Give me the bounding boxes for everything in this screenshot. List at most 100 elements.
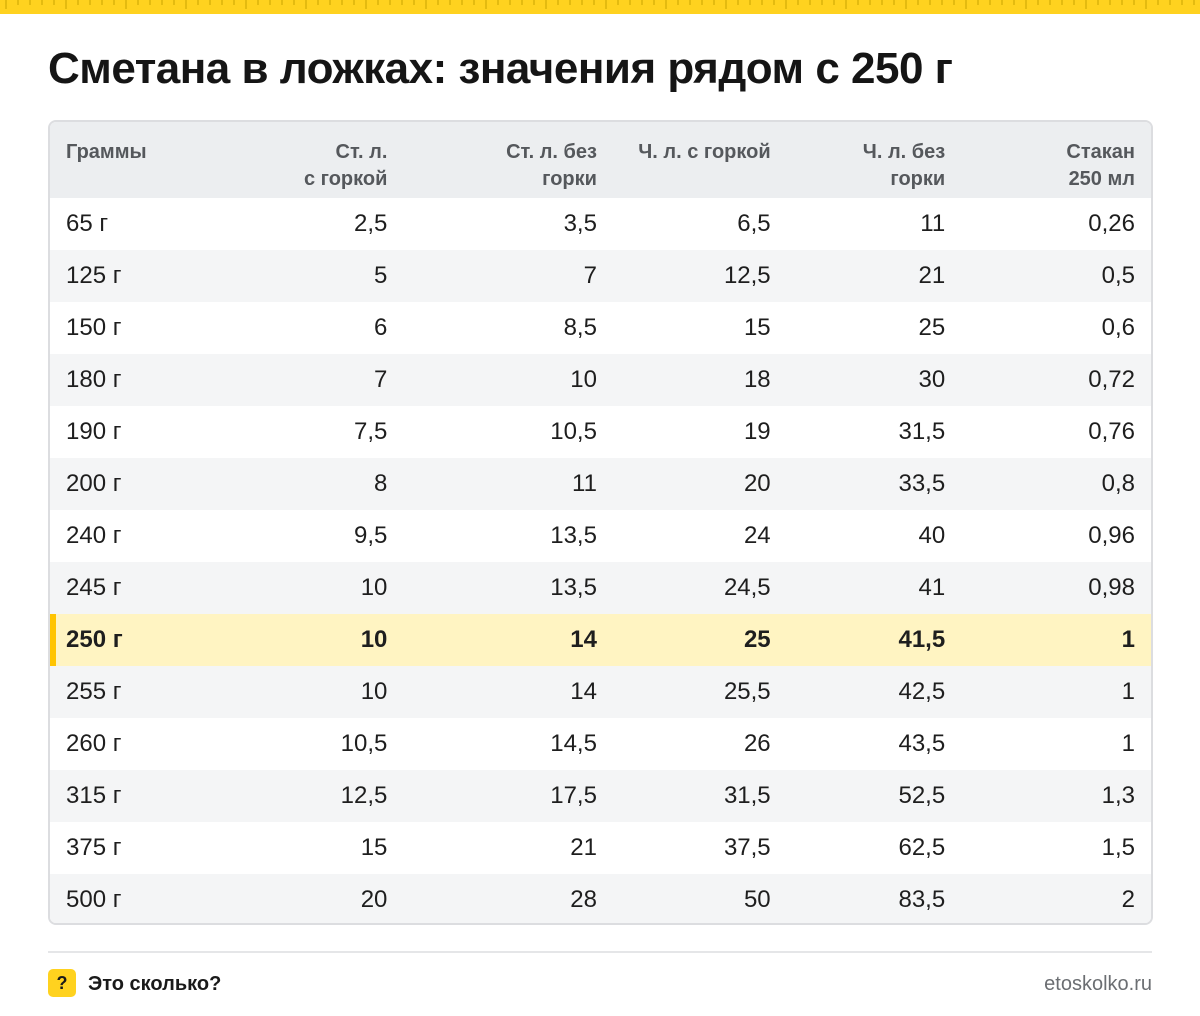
footer-divider	[48, 951, 1152, 953]
value-cell: 25	[918, 314, 946, 341]
table-row: 260 г 10,5 14,5 26 43,5 1	[50, 718, 1151, 770]
value-cell: 3,5	[563, 210, 597, 237]
value-cell: 41,5	[898, 626, 946, 653]
value-cell: 83,5	[898, 886, 946, 913]
value-cell: 31,5	[723, 782, 771, 809]
value-cell: 31,5	[898, 418, 946, 445]
grams-cell: 260 г	[66, 730, 122, 757]
site-link[interactable]: etoskolko.ru	[1044, 973, 1152, 995]
column-header: Ч. л. без горки	[785, 122, 960, 198]
value-cell: 1	[1121, 678, 1135, 705]
column-header-line: Ч. л. без	[862, 141, 946, 163]
grams-cell: 190 г	[66, 418, 122, 445]
value-cell: 25	[743, 626, 771, 653]
value-cell: 2,5	[354, 210, 388, 237]
value-cell: 28	[570, 886, 597, 913]
question-icon: ?	[48, 969, 76, 997]
table-row: 240 г 9,5 13,5 24 40 0,96	[50, 510, 1151, 562]
value-cell: 24	[743, 522, 771, 549]
grams-cell: 125 г	[66, 262, 122, 289]
value-cell: 24,5	[723, 574, 771, 601]
column-header: Ст. л. с горкой	[243, 122, 422, 198]
column-header-line: Ст. л. без	[506, 141, 597, 163]
grams-cell: 250 г	[50, 614, 243, 666]
ruler-ticks	[5, 0, 1195, 9]
column-header-line: горки	[542, 168, 597, 190]
value-cell: 5	[374, 262, 388, 289]
value-cell: 62,5	[898, 834, 946, 861]
column-header: Стакан 250 мл	[959, 122, 1151, 198]
value-cell: 6,5	[737, 210, 771, 237]
value-cell: 6	[374, 314, 388, 341]
table-row: 200 г 8 11 20 33,5 0,8	[50, 458, 1151, 510]
value-cell: 20	[743, 470, 771, 497]
value-cell: 0,76	[1088, 418, 1135, 445]
value-cell: 11	[572, 470, 597, 497]
column-header-line: Стакан	[1066, 141, 1135, 163]
column-header-line: горки	[890, 168, 946, 190]
value-cell: 20	[360, 886, 388, 913]
value-cell: 14	[570, 626, 597, 653]
value-cell: 12,5	[340, 782, 388, 809]
value-cell: 0,98	[1088, 574, 1135, 601]
value-cell: 14,5	[550, 730, 597, 757]
table-row: 125 г 5 7 12,5 21 0,5	[50, 250, 1151, 302]
value-cell: 21	[918, 262, 946, 289]
table-body: 65 г 2,5 3,5 6,5 11 0,26 125 г 5 7 12,5 21 0,5 150 г…	[50, 198, 1151, 923]
table-row: 255 г 10 14 25,5 42,5 1	[50, 666, 1151, 718]
value-cell: 1,5	[1101, 834, 1135, 861]
page-title: Сметана в ложках: значения рядом с 250 г	[48, 44, 953, 93]
brand-name: Это сколько?	[88, 973, 222, 995]
value-cell: 13,5	[550, 522, 597, 549]
value-cell: 0,8	[1101, 470, 1135, 497]
value-cell: 21	[570, 834, 597, 861]
value-cell: 10,5	[340, 730, 388, 757]
column-header-line: Граммы	[66, 141, 147, 163]
value-cell: 7	[374, 366, 388, 393]
value-cell: 10	[570, 366, 597, 393]
value-cell: 0,6	[1101, 314, 1135, 341]
column-header-line: с горкой	[303, 168, 388, 190]
value-cell: 8	[374, 470, 388, 497]
column-header-line: Ст. л.	[335, 141, 388, 163]
table-row: 190 г 7,5 10,5 19 31,5 0,76	[50, 406, 1151, 458]
table-row: 65 г 2,5 3,5 6,5 11 0,26	[50, 198, 1151, 250]
value-cell: 25,5	[723, 678, 771, 705]
value-cell: 41	[918, 574, 946, 601]
value-cell: 10	[360, 678, 388, 705]
value-cell: 0,26	[1088, 210, 1135, 237]
table-row: 180 г 7 10 18 30 0,72	[50, 354, 1151, 406]
value-cell: 11	[920, 210, 946, 237]
grams-cell: 245 г	[66, 574, 122, 601]
value-cell: 15	[360, 834, 388, 861]
value-cell: 1	[1121, 730, 1135, 757]
table-row-highlighted: 250 г 10 14 25 41,5 1	[50, 614, 1151, 666]
value-cell: 13,5	[550, 574, 597, 601]
value-cell: 10,5	[550, 418, 597, 445]
table-row: 500 г 20 28 50 83,5 2	[50, 874, 1151, 923]
value-cell: 19	[743, 418, 771, 445]
grams-cell: 180 г	[66, 366, 122, 393]
value-cell: 8,5	[563, 314, 597, 341]
column-header-line: 250 мл	[1068, 168, 1135, 190]
value-cell: 42,5	[898, 678, 946, 705]
value-cell: 1	[1121, 626, 1135, 653]
column-header: Ст. л. без горки	[421, 122, 597, 198]
value-cell: 0,96	[1088, 522, 1135, 549]
value-cell: 50	[743, 886, 771, 913]
grams-cell: 315 г	[66, 782, 122, 809]
grams-cell: 375 г	[66, 834, 122, 861]
grams-cell: 500 г	[66, 886, 122, 913]
value-cell: 0,72	[1088, 366, 1135, 393]
grams-cell: 255 г	[66, 678, 122, 705]
grams-cell: 200 г	[66, 470, 122, 497]
table-header-row: Граммы Ст. л. с горкой Ст. л. без горки Ч. л.…	[50, 122, 1151, 198]
value-cell: 1,3	[1101, 782, 1135, 809]
value-cell: 7	[583, 262, 597, 289]
value-cell: 37,5	[723, 834, 771, 861]
conversion-table: Граммы Ст. л. с горкой Ст. л. без горки Ч. л.…	[48, 120, 1153, 925]
value-cell: 33,5	[898, 470, 946, 497]
grams-cell: 150 г	[66, 314, 122, 341]
table-row: 315 г 12,5 17,5 31,5 52,5 1,3	[50, 770, 1151, 822]
value-cell: 17,5	[550, 782, 597, 809]
